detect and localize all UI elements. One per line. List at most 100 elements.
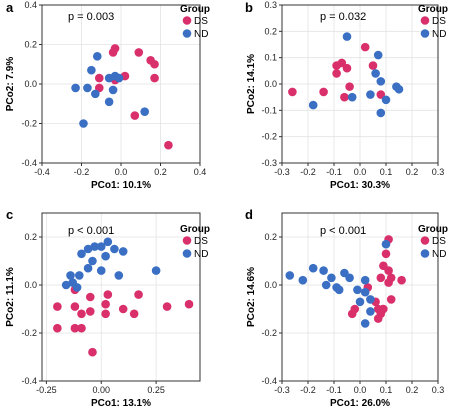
point-ds (103, 290, 113, 299)
x-tick-label: -0.3 (274, 385, 290, 395)
y-tick-label: 0.0 (24, 79, 37, 89)
legend-marker-nd (420, 29, 430, 38)
p-value-annotation: p = 0.032 (320, 11, 366, 23)
panel-letter: c (6, 207, 13, 222)
panel-letter: b (245, 0, 253, 15)
x-axis-title: PCo1: 10.1% (91, 180, 151, 191)
x-tick-label: 0.25 (147, 385, 165, 395)
x-tick-label: 0.3 (432, 167, 445, 177)
y-tick-label: -0.2 (261, 328, 277, 338)
x-tick-label: 0.0 (354, 167, 367, 177)
point-nd (104, 97, 114, 107)
y-tick-label: 0.4 (24, 0, 37, 10)
legend-title: Group (418, 224, 448, 235)
point-nd (110, 244, 119, 254)
legend-title: Group (180, 4, 210, 15)
y-tick-label: 0.0 (264, 79, 277, 89)
x-tick-label: 0.1 (380, 167, 393, 177)
point-ds (129, 309, 139, 319)
point-nd (118, 247, 128, 256)
point-ds (384, 266, 393, 275)
point-nd (373, 50, 383, 60)
x-tick-label: -0.25 (36, 385, 57, 395)
y-tick-label: -0.3 (261, 158, 277, 168)
p-value-annotation: p < 0.001 (68, 225, 114, 237)
x-tick-label: -0.3 (274, 167, 290, 177)
point-nd (371, 69, 380, 78)
point-ds (53, 302, 62, 311)
panel-b: -0.3 -0.2 -0.1 0.0 0.1 0.2 0.3 -0.3 -0.2 -0.1 0.0 0… (245, 0, 448, 191)
point-ds (85, 307, 95, 316)
point-nd (285, 271, 295, 280)
point-nd (360, 287, 370, 297)
point-ds (134, 48, 144, 57)
point-nd (66, 271, 75, 280)
point-ds (162, 302, 172, 311)
point-ds (376, 90, 386, 99)
x-tick-label: -0.1 (326, 167, 342, 177)
legend-label-ds: DS (194, 236, 208, 247)
point-ds (342, 63, 352, 73)
point-nd (347, 92, 357, 102)
y-tick-label: -0.4 (21, 376, 37, 386)
point-nd (83, 83, 92, 93)
point-nd (71, 83, 80, 93)
point-nd (366, 90, 375, 99)
point-nd (360, 275, 370, 285)
point-ds (53, 323, 62, 333)
panel-d: -0.3 -0.2 -0.1 0.0 0.1 0.2 0.3 -0.4 -0.2 0.0 0.2 PC… (245, 207, 448, 408)
x-axis-title: PCo1: 26.0% (330, 398, 390, 408)
point-nd (342, 32, 352, 41)
point-nd (114, 73, 124, 83)
point-nd (327, 273, 336, 283)
y-tick-label: -0.4 (21, 158, 37, 168)
point-nd (72, 283, 82, 292)
point-nd (308, 100, 318, 110)
panel-a: -0.4 -0.2 0.0 0.2 0.4 -0.4 -0.2 0.0 0.2 0.4 PCo1: … (5, 0, 210, 191)
y-tick-label: -0.2 (21, 119, 37, 129)
y-tick-label: 0.2 (24, 232, 37, 242)
point-nd (353, 285, 362, 295)
point-nd (355, 297, 365, 307)
point-ds (397, 275, 406, 285)
point-nd (319, 266, 328, 275)
x-tick-label: -0.1 (326, 385, 342, 395)
panel-letter: d (245, 207, 253, 222)
point-nd (79, 119, 88, 128)
point-ds (150, 73, 159, 83)
p-value-annotation: p = 0.003 (68, 11, 114, 23)
point-ds (88, 347, 97, 357)
y-tick-label: -0.1 (261, 105, 277, 115)
point-ds (384, 278, 393, 287)
legend-label-nd: ND (194, 29, 208, 40)
point-ds (101, 299, 110, 309)
point-nd (83, 244, 93, 254)
legend-label-ds: DS (432, 16, 446, 27)
point-nd (103, 237, 113, 247)
x-tick-label: -0.2 (74, 167, 90, 177)
point-ds (94, 73, 104, 83)
point-nd (394, 84, 404, 94)
point-nd (140, 107, 149, 116)
point-ds (85, 292, 95, 302)
legend-marker-ds (420, 16, 430, 25)
point-ds (381, 249, 391, 259)
point-ds (184, 299, 194, 309)
legend-marker-nd (182, 29, 192, 38)
y-tick-label: -0.2 (261, 132, 277, 142)
y-tick-label: 0.3 (264, 0, 277, 10)
point-nd (114, 271, 124, 280)
y-tick-label: 0.0 (264, 280, 277, 290)
point-ds (101, 309, 110, 319)
point-ds (118, 304, 128, 314)
legend-label-ds: DS (432, 236, 446, 247)
x-tick-label: 0.3 (432, 385, 445, 395)
point-ds (373, 314, 383, 323)
legend-label-nd: ND (432, 29, 446, 40)
point-ds (164, 140, 173, 150)
y-axis-title: PCo2: 7.9% (5, 57, 16, 112)
p-value-annotation: p < 0.001 (320, 225, 366, 237)
